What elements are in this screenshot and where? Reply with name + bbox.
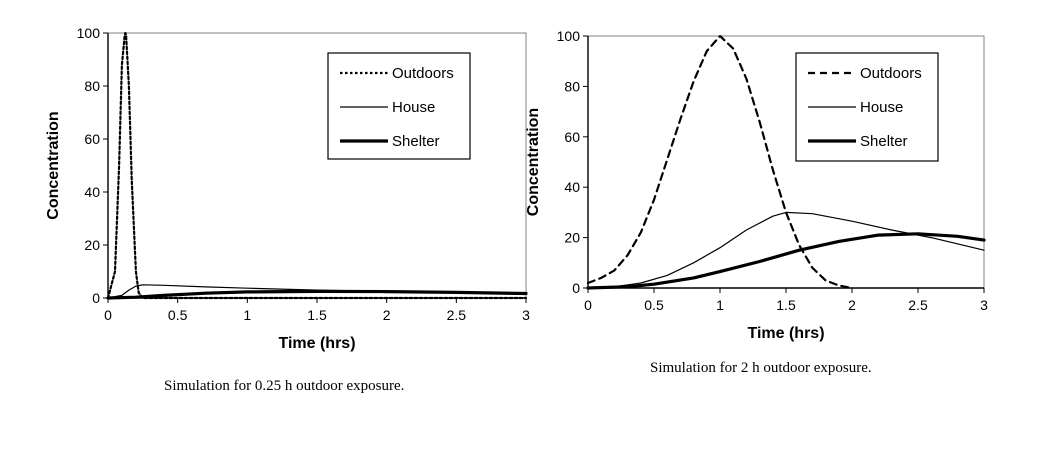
y-tick-label: 40 (84, 184, 100, 200)
legend-label-outdoors: Outdoors (392, 65, 454, 82)
x-tick-label: 1 (716, 297, 724, 313)
y-tick-label: 40 (564, 179, 580, 195)
x-tick-label: 3 (522, 307, 530, 323)
x-tick-label: 3 (980, 297, 988, 313)
series-line-outdoors (586, 34, 854, 290)
x-tick-label: 1.5 (776, 297, 796, 313)
series-line-shelter (586, 232, 986, 290)
y-tick-label: 60 (84, 131, 100, 147)
x-tick-label: 2 (383, 307, 391, 323)
x-tick-label: 0 (584, 297, 592, 313)
x-tick-label: 2.5 (908, 297, 928, 313)
legend-label-outdoors: Outdoors (860, 65, 922, 82)
series-line-shelter (106, 289, 528, 300)
y-tick-label: 0 (572, 280, 580, 296)
chart-1: 0 20 40 60 80 100 0 0.5 1 1.5 2 2.5 3 Time (hrs) Conce… (45, 25, 530, 352)
y-axis-title: Concentration (525, 108, 542, 216)
y-axis-title: Concentration (45, 111, 62, 219)
legend-label-house: House (860, 99, 903, 116)
legend: Outdoors House Shelter (795, 52, 939, 162)
x-tick-label: 2 (848, 297, 856, 313)
y-tick-label: 0 (92, 290, 100, 306)
y-tick-label: 20 (564, 230, 580, 246)
x-axis-title: Time (hrs) (278, 335, 355, 352)
caption-left: Simulation for 0.25 h outdoor exposure. (164, 378, 405, 394)
series-line-house (587, 211, 985, 289)
chart-2: 0 20 40 60 80 100 0 0.5 1 1.5 2 2.5 3 Time (hrs) Conce… (525, 28, 988, 342)
legend: Outdoors House Shelter (327, 52, 471, 160)
x-tick-label: 2.5 (447, 307, 467, 323)
legend-label-shelter: Shelter (392, 133, 440, 150)
caption-right: Simulation for 2 h outdoor exposure. (650, 360, 872, 376)
legend-label-house: House (392, 99, 435, 116)
x-tick-label: 0.5 (168, 307, 188, 323)
y-tick-label: 100 (557, 28, 581, 44)
x-tick-label: 1 (243, 307, 251, 323)
y-tick-label: 100 (77, 25, 101, 41)
x-tick-label: 1.5 (307, 307, 327, 323)
legend-label-shelter: Shelter (860, 133, 908, 150)
x-tick-label: 0.5 (644, 297, 664, 313)
series-line-outdoors (106, 31, 528, 300)
y-tick-label: 20 (84, 237, 100, 253)
y-tick-label: 80 (564, 78, 580, 94)
y-tick-label: 60 (564, 129, 580, 145)
x-axis-title: Time (hrs) (747, 325, 824, 342)
x-tick-label: 0 (104, 307, 112, 323)
y-tick-label: 80 (84, 78, 100, 94)
